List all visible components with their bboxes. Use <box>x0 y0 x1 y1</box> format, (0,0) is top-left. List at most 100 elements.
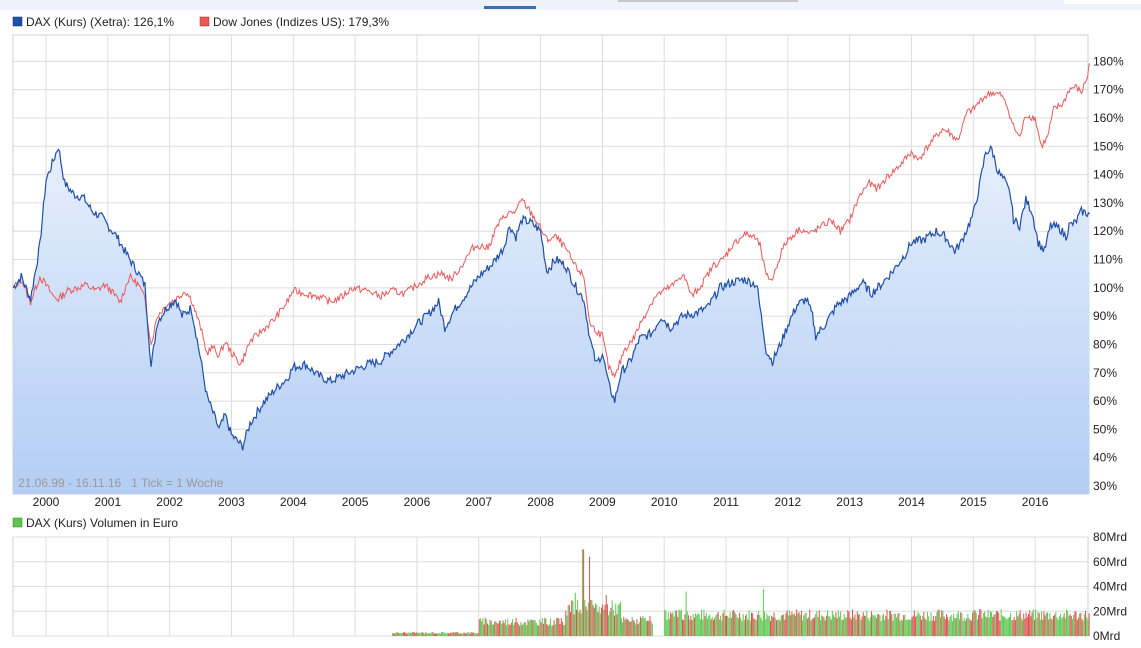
volume-bar <box>918 613 920 636</box>
volume-bar <box>954 618 956 636</box>
volume-bar <box>477 632 479 636</box>
main-y-tick-label: 100% <box>1093 281 1124 295</box>
volume-bar <box>733 610 735 636</box>
volume-bar <box>963 617 965 636</box>
volume-bar <box>508 624 510 636</box>
volume-y-tick-label: 80Mrd <box>1093 530 1127 544</box>
main-x-tick-label: 2011 <box>713 495 739 509</box>
volume-bar <box>1060 614 1062 636</box>
volume-bar <box>398 633 400 636</box>
volume-bar <box>564 625 566 636</box>
main-y-tick-label: 110% <box>1093 253 1123 267</box>
volume-bar <box>1017 616 1019 636</box>
volume-bar <box>606 604 608 636</box>
volume-bar <box>941 610 943 636</box>
volume-bar <box>890 610 892 636</box>
main-y-axis: 30% 40% 50% 60% 70% 80% 90% 100% 110% 120% 130% 140… <box>1093 54 1124 493</box>
volume-bar <box>498 620 500 636</box>
volume-bar <box>916 615 918 636</box>
main-x-tick-label: 2006 <box>404 495 431 509</box>
volume-bar <box>830 619 832 636</box>
volume-bar <box>512 619 514 636</box>
volume-bar <box>552 625 554 636</box>
volume-bar <box>586 610 588 636</box>
main-y-tick-label: 130% <box>1093 196 1124 210</box>
volume-bar <box>1029 610 1031 636</box>
volume-bar <box>470 632 472 636</box>
volume-bar <box>836 618 838 636</box>
main-y-tick-label: 160% <box>1093 111 1124 125</box>
volume-bar <box>986 617 988 636</box>
volume-bar <box>667 612 669 636</box>
volume-bar <box>789 610 791 636</box>
volume-bar <box>959 619 961 636</box>
volume-bar <box>639 616 641 636</box>
volume-bar <box>475 633 477 636</box>
volume-bar <box>997 611 999 636</box>
volume-bar <box>962 620 964 636</box>
volume-bar <box>746 614 748 636</box>
volume-bar <box>1014 620 1016 636</box>
volume-bar <box>925 619 927 636</box>
volume-bar <box>968 618 970 636</box>
volume-bar <box>741 620 743 636</box>
volume-bar <box>794 615 796 636</box>
volume-bar <box>571 600 573 636</box>
volume-bar <box>676 610 678 636</box>
volume-bar <box>581 549 583 637</box>
volume-bar <box>857 614 859 636</box>
volume-bar <box>951 621 953 636</box>
volume-bar <box>408 633 410 636</box>
volume-bar <box>1033 619 1035 636</box>
volume-bar <box>900 619 902 636</box>
volume-bar <box>912 615 914 636</box>
volume-bar <box>879 615 881 636</box>
volume-bar <box>764 611 766 636</box>
volume-bar <box>572 600 574 636</box>
volume-bar <box>442 632 444 636</box>
active-tab-indicator[interactable] <box>484 6 536 9</box>
main-y-tick-label: 30% <box>1093 479 1117 493</box>
volume-bar <box>527 619 529 636</box>
volume-bar <box>434 633 436 636</box>
volume-bar <box>701 609 703 636</box>
volume-bar <box>592 605 594 636</box>
volume-bar <box>982 613 984 636</box>
volume-bar <box>1027 614 1029 636</box>
volume-bar <box>469 633 471 636</box>
volume-bar <box>910 619 912 636</box>
volume-bar <box>838 616 840 636</box>
volume-bar <box>903 615 905 636</box>
volume-bar <box>458 633 460 636</box>
volume-bar <box>748 610 750 636</box>
volume-bar <box>529 619 531 636</box>
volume-bar <box>915 616 917 636</box>
volume-bar <box>822 616 824 636</box>
volume-bar <box>1039 619 1041 636</box>
volume-bar <box>875 618 877 636</box>
volume-bar <box>765 619 767 636</box>
volume-bar <box>690 615 692 636</box>
volume-bar <box>868 620 870 636</box>
volume-bar <box>899 620 901 636</box>
top-scroll-thumb[interactable] <box>618 0 798 2</box>
volume-bar <box>1016 611 1018 636</box>
volume-bar <box>528 621 530 636</box>
volume-bar <box>679 610 681 636</box>
dax-series-line <box>12 144 1090 451</box>
volume-bar <box>780 615 782 636</box>
volume-bar <box>949 616 951 636</box>
volume-bar <box>766 613 768 636</box>
volume-bar <box>786 610 788 636</box>
volume-bar <box>1071 619 1073 636</box>
volume-bar <box>521 624 523 636</box>
volume-bar <box>898 612 900 636</box>
volume-bar <box>966 618 968 636</box>
volume-bar <box>1085 610 1087 636</box>
volume-bar <box>811 618 813 636</box>
volume-bar <box>729 612 731 636</box>
volume-bar <box>631 616 633 636</box>
volume-bar <box>805 613 807 636</box>
volume-legend-label: DAX (Kurs) Volumen in Euro <box>26 516 178 530</box>
volume-bar <box>515 617 517 636</box>
